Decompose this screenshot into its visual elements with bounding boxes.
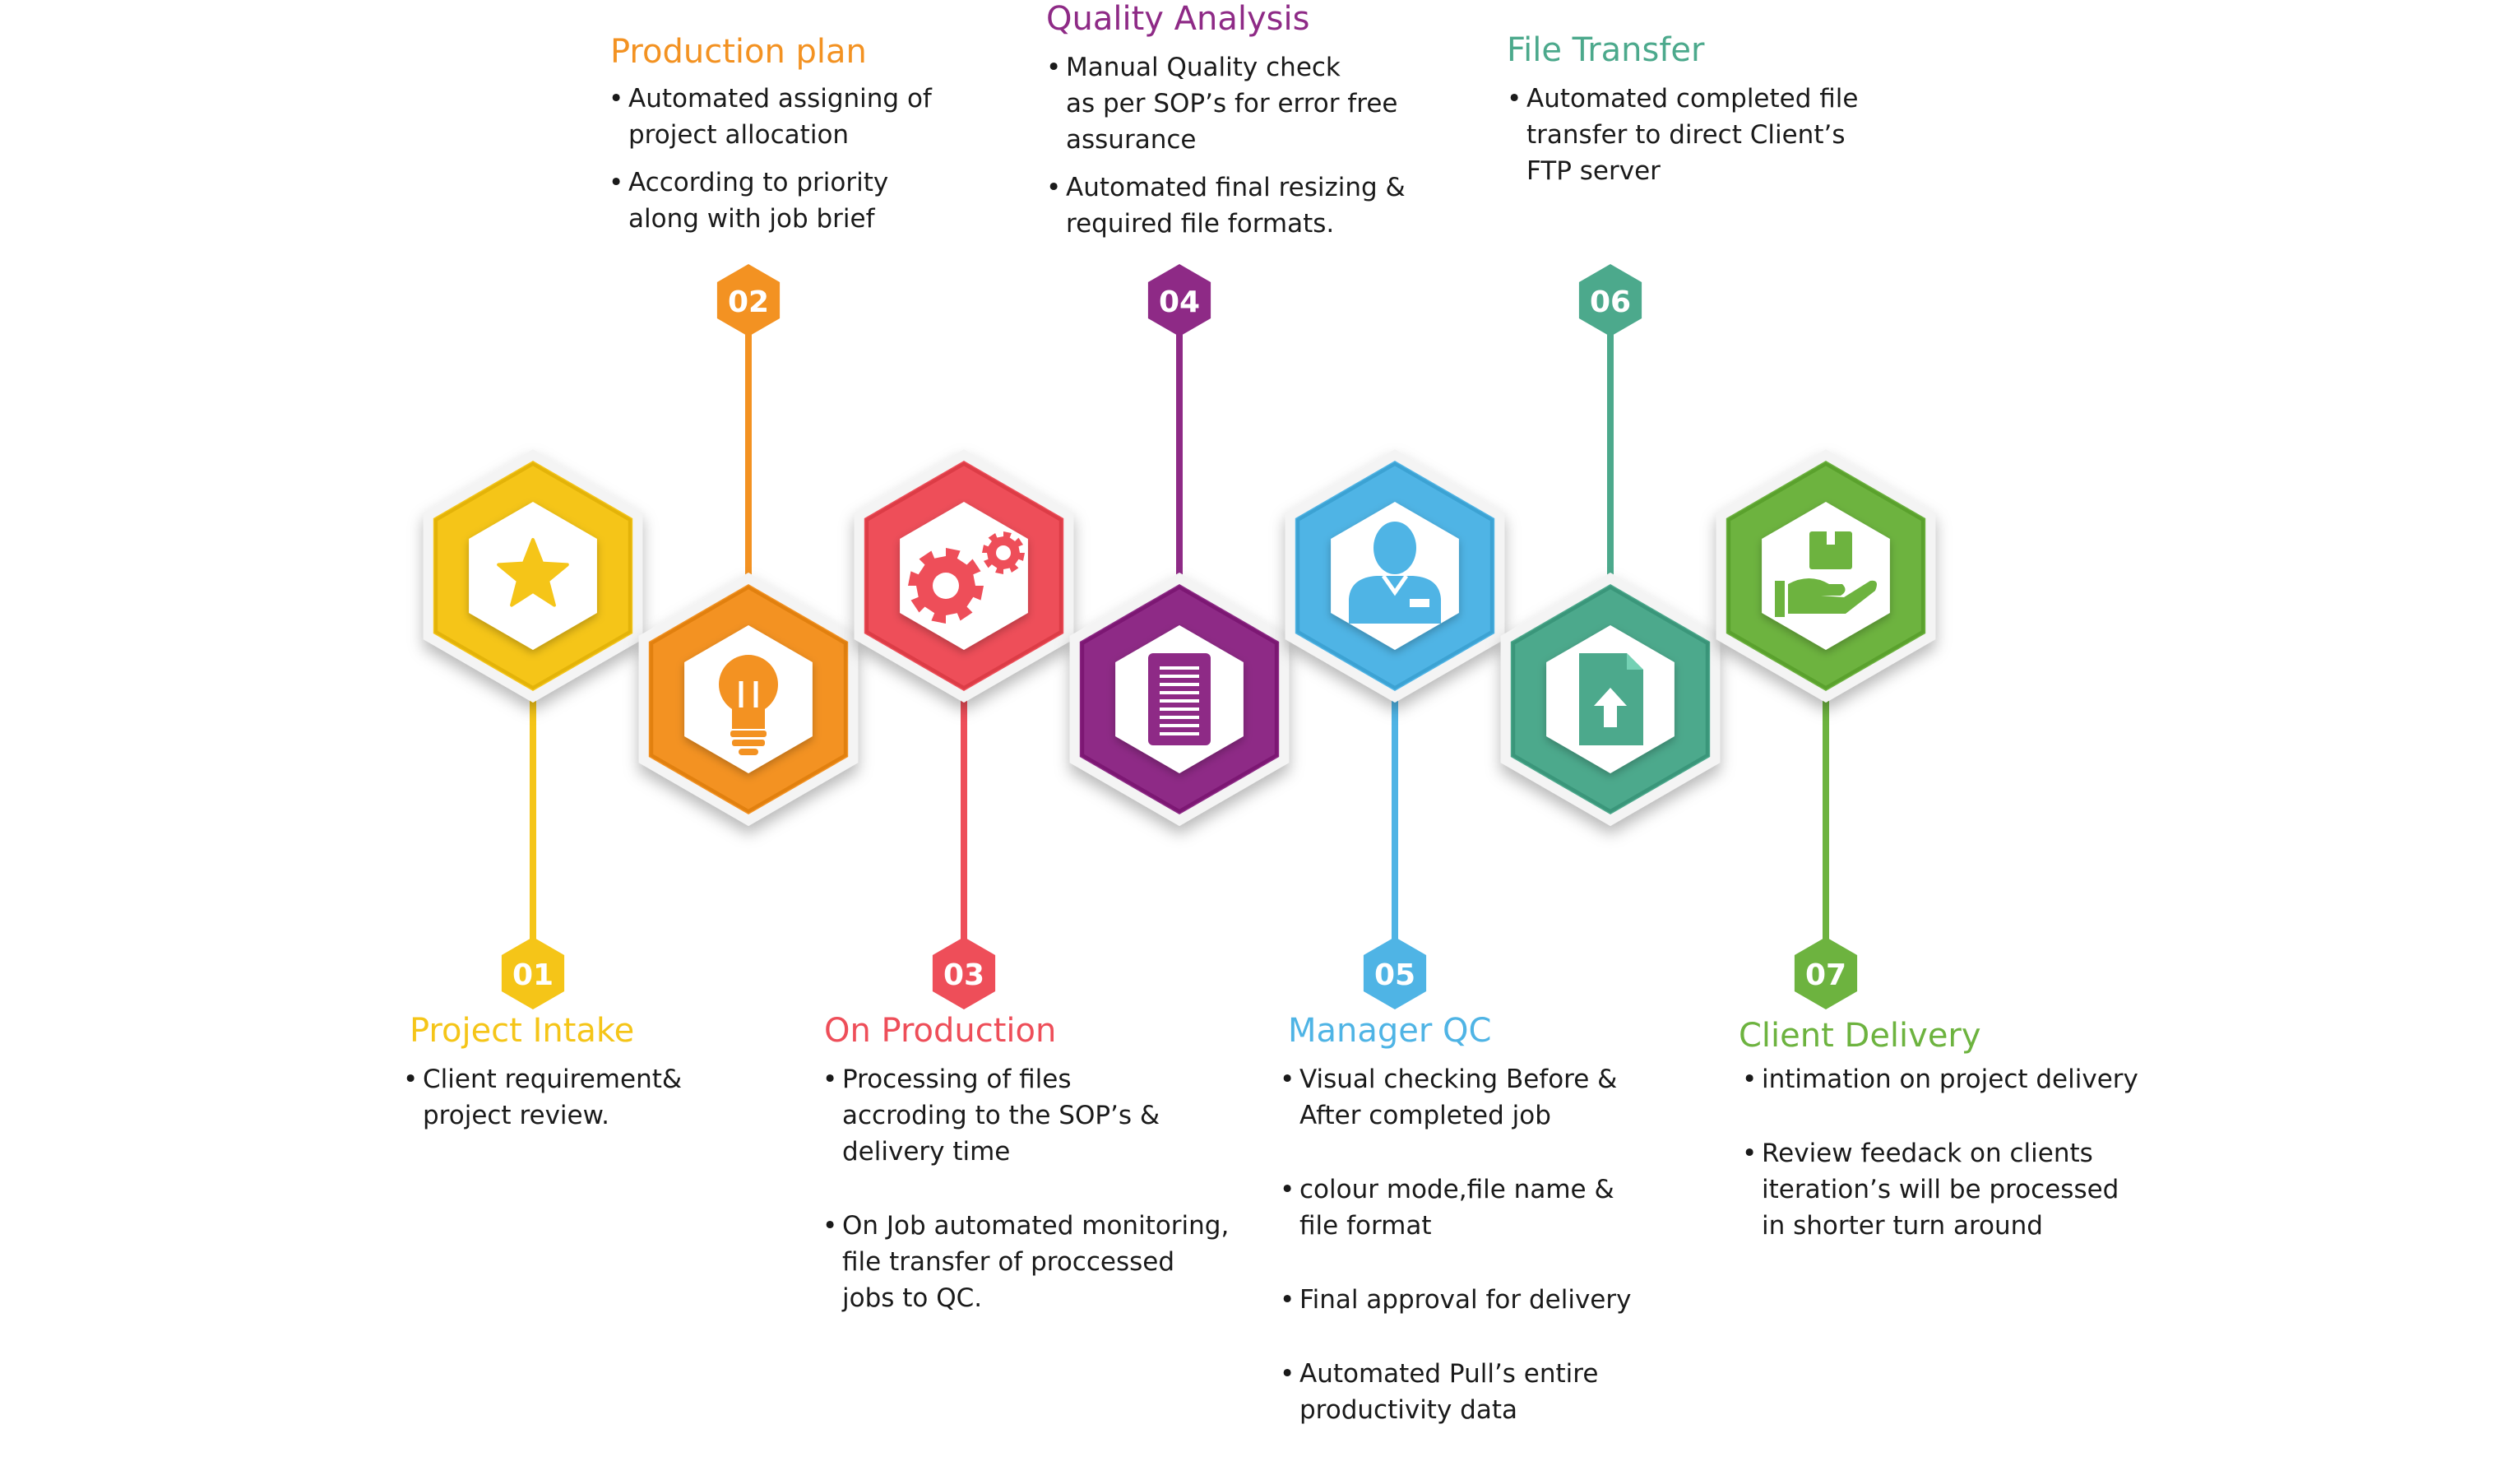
list-item: On Job automated monitoring, file transf… — [822, 1208, 1283, 1316]
stage-hexagon-01 — [423, 449, 643, 703]
gears-icon — [908, 531, 1025, 624]
stage-07-bullets: intimation on project delivery Review fe… — [1742, 1061, 2203, 1282]
file-upload-icon — [1579, 653, 1643, 745]
stage-hexagon-06 — [1500, 573, 1721, 826]
stage-01-title: Project Intake — [410, 1012, 635, 1050]
list-item: Manual Quality check as per SOP’s for er… — [1046, 49, 1474, 158]
step-badge-01: 01 — [501, 937, 565, 1009]
stage-06-title: File Transfer — [1507, 31, 1705, 69]
list-item: Automated final resizing & required file… — [1046, 169, 1474, 242]
stage-hexagon-05 — [1285, 449, 1505, 703]
list-item: Review feedack on clients iteration’s wi… — [1742, 1135, 2203, 1244]
stage-03-bullets: Processing of files accroding to the SOP… — [822, 1061, 1283, 1354]
list-item: Processing of files accroding to the SOP… — [822, 1061, 1283, 1170]
step-number: 01 — [512, 958, 554, 992]
step-number: 04 — [1159, 285, 1200, 319]
step-badge-05: 05 — [1363, 937, 1427, 1009]
stage-05-bullets: Visual checking Before & After completed… — [1280, 1061, 1707, 1466]
stage-05-title: Manager QC — [1288, 1012, 1492, 1050]
step-badge-06: 06 — [1578, 264, 1642, 336]
list-item: Visual checking Before & After completed… — [1280, 1061, 1707, 1134]
stage-03-title: On Production — [824, 1012, 1057, 1050]
stage-hexagon-04 — [1069, 573, 1290, 826]
stage-07-title: Client Delivery — [1739, 1017, 1981, 1055]
document-icon — [1148, 653, 1211, 745]
stage-hexagon-02 — [638, 573, 859, 826]
stage-04-bullets: Manual Quality check as per SOP’s for er… — [1046, 49, 1474, 253]
list-item: Automated Pull’s entire productivity dat… — [1280, 1356, 1707, 1428]
step-number: 05 — [1374, 958, 1415, 992]
step-number: 06 — [1590, 285, 1631, 319]
list-item: Automated completed file transfer to dir… — [1507, 81, 1902, 189]
stage-hexagon-07 — [1716, 449, 1936, 703]
process-diagram: 01 02 03 04 05 06 07 — [423, 264, 1936, 1009]
step-number: 03 — [943, 958, 984, 992]
star-icon — [497, 538, 569, 607]
step-number: 07 — [1805, 958, 1846, 992]
step-badge-02: 02 — [716, 264, 781, 336]
step-badge-03: 03 — [932, 937, 996, 1009]
stage-04-title: Quality Analysis — [1046, 0, 1310, 38]
step-badge-07: 07 — [1794, 937, 1858, 1009]
step-badge-04: 04 — [1147, 264, 1211, 336]
stage-02-bullets: Automated assigning of project allocatio… — [609, 81, 987, 248]
stage-02-title: Production plan — [610, 33, 867, 71]
stage-06-bullets: Automated completed file transfer to dir… — [1507, 81, 1902, 201]
list-item: According to priority along with job bri… — [609, 165, 987, 237]
stage-01-bullets: Client requirement& project review. — [403, 1061, 757, 1145]
manager-icon — [1349, 522, 1441, 624]
list-item: Final approval for delivery — [1280, 1282, 1707, 1318]
list-item: Client requirement& project review. — [403, 1061, 757, 1134]
package-delivery-icon — [1775, 531, 1877, 617]
list-item: Automated assigning of project allocatio… — [609, 81, 987, 153]
lightbulb-icon — [719, 655, 778, 755]
list-item: intimation on project delivery — [1742, 1061, 2203, 1097]
step-number: 02 — [728, 285, 769, 319]
list-item: colour mode,file name & file format — [1280, 1171, 1707, 1244]
stage-hexagon-03 — [854, 449, 1074, 703]
